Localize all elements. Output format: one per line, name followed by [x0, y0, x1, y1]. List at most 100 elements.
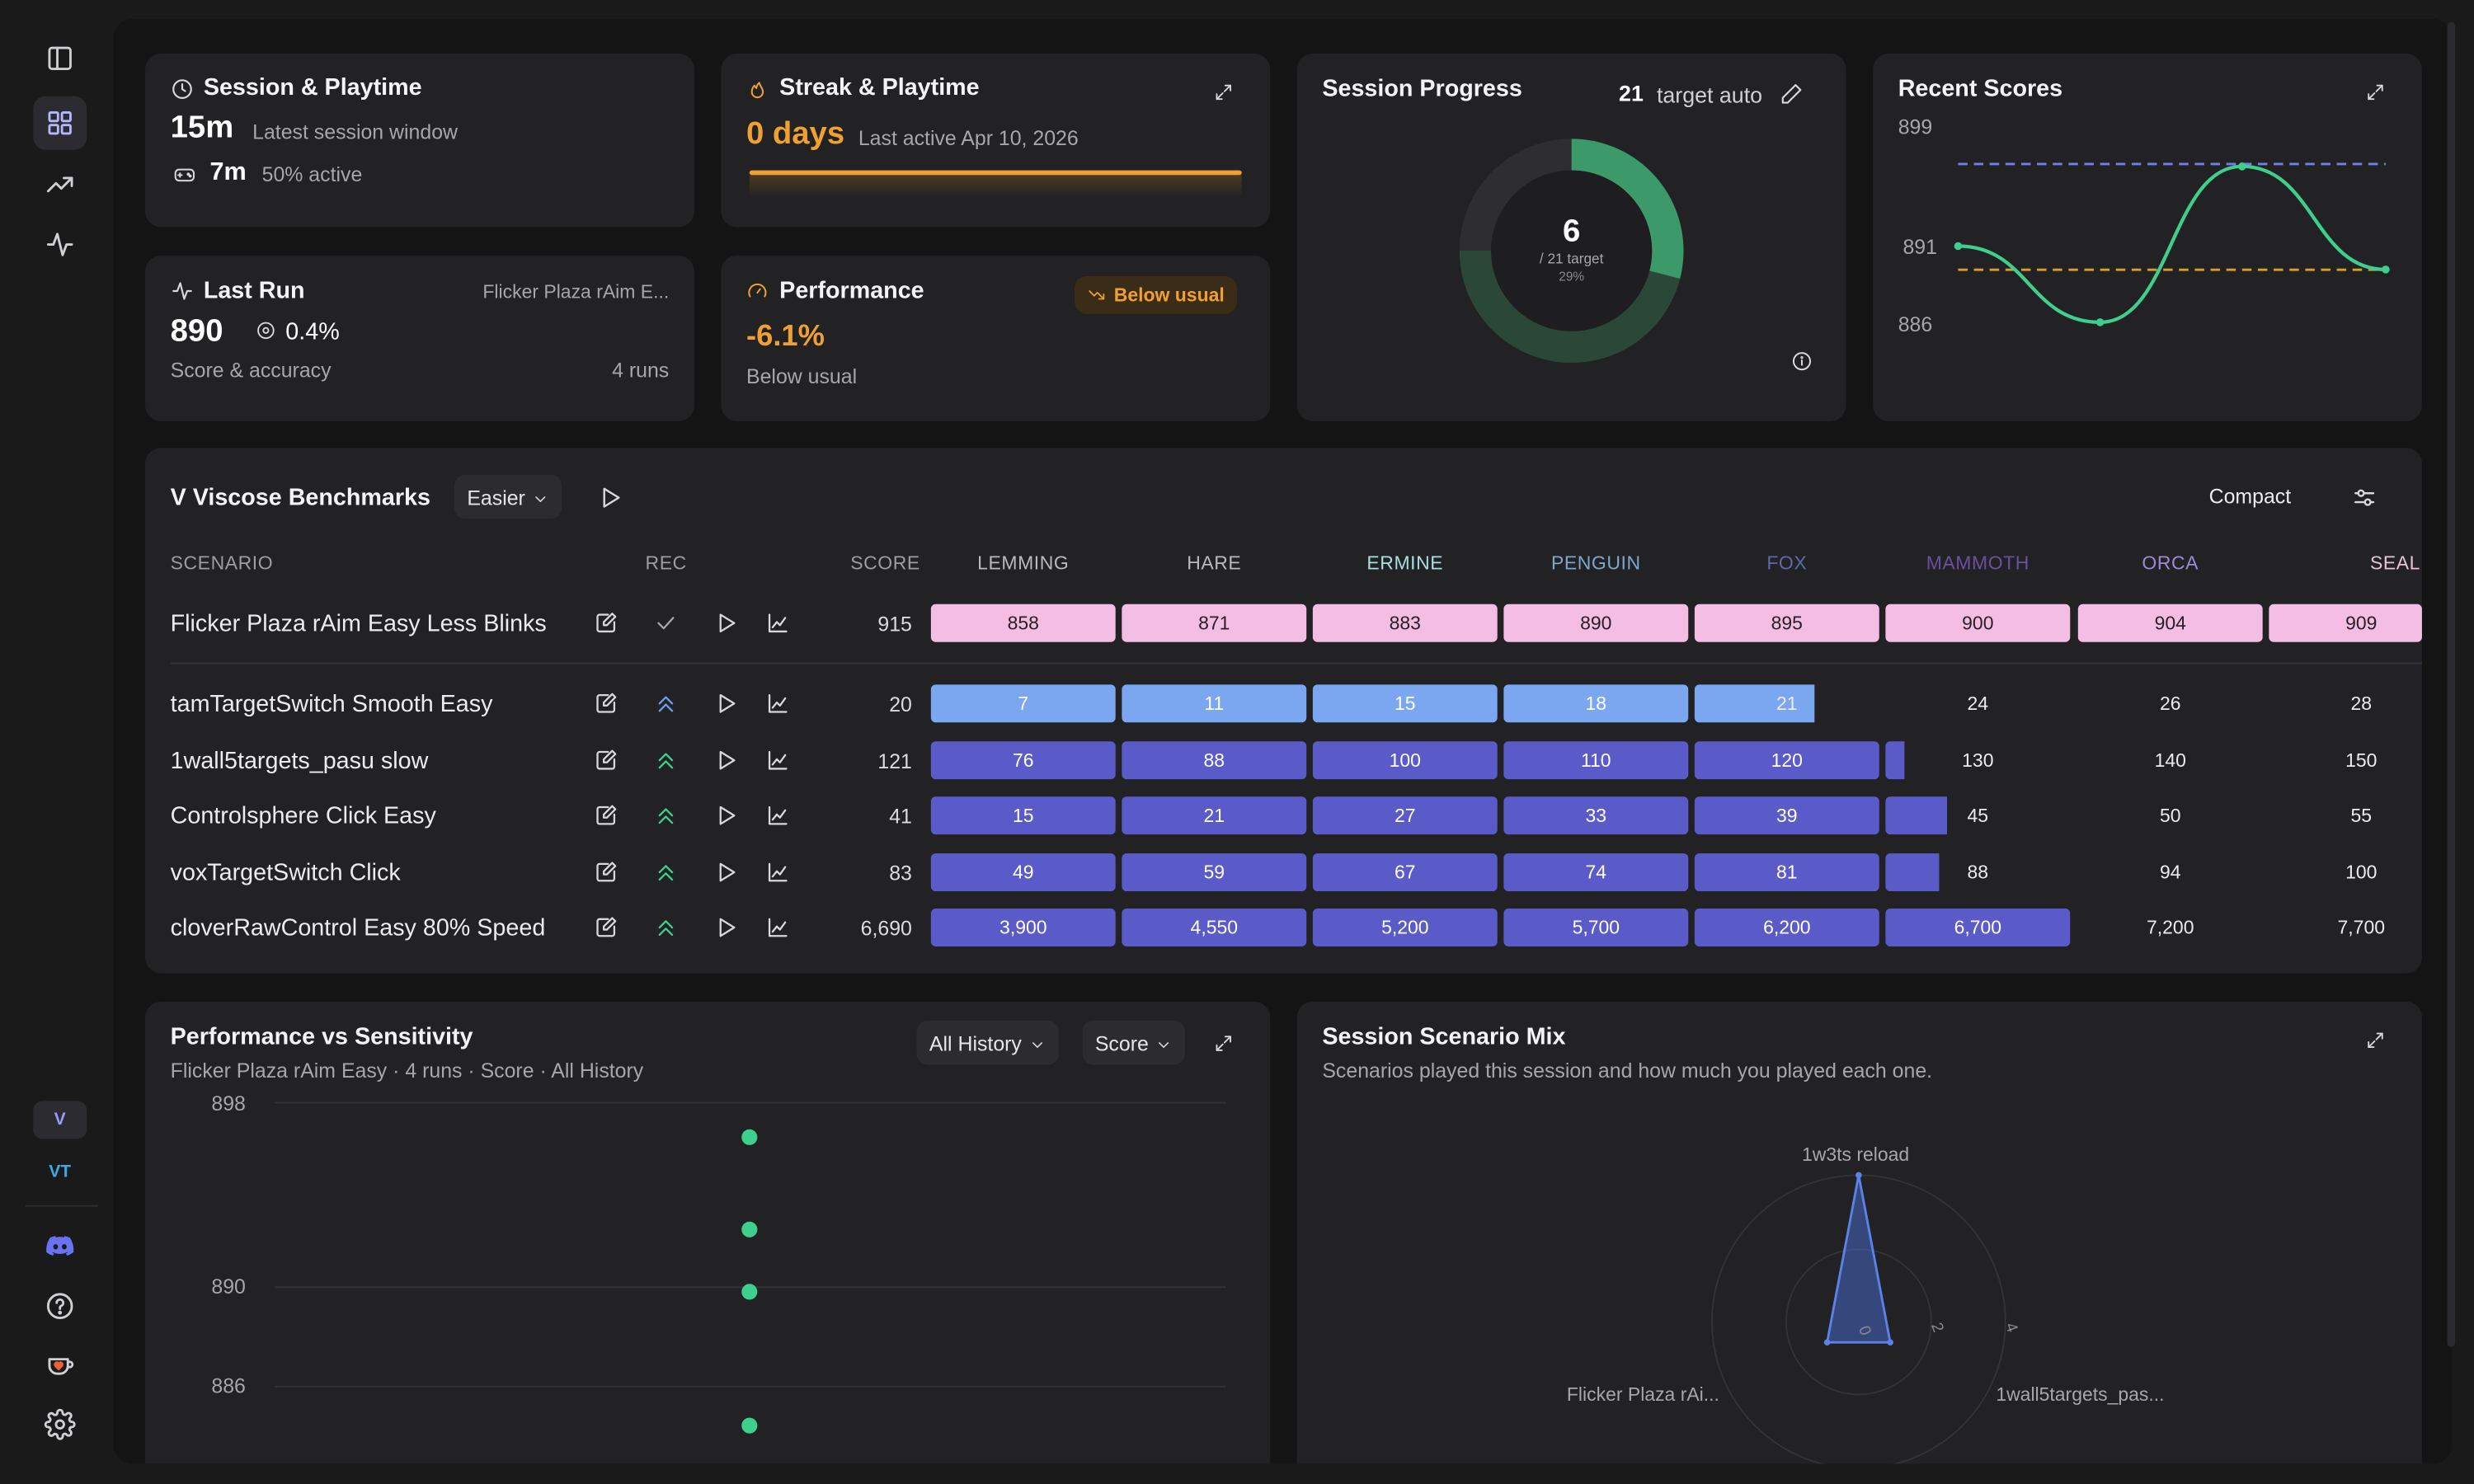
expand-icon[interactable]	[2365, 1030, 2386, 1050]
play-icon[interactable]	[713, 691, 739, 716]
profile-badge-vt[interactable]: VT	[49, 1162, 72, 1182]
edit-note-icon[interactable]	[593, 915, 618, 941]
scenario-name[interactable]: 1wall5targets_pasu slow	[170, 747, 429, 775]
edit-pencil-icon[interactable]	[1780, 82, 1804, 106]
scenario-name[interactable]: Flicker Plaza rAim Easy Less Blinks	[170, 610, 547, 637]
rank-threshold: 110	[1580, 749, 1611, 772]
rank-progress-fill	[1503, 909, 1689, 946]
rank-progress-fill	[930, 741, 1116, 780]
sidebar-toggle-icon[interactable]	[33, 31, 87, 85]
session-title: Session & Playtime	[203, 73, 422, 101]
play-icon[interactable]	[713, 860, 739, 885]
discord-icon[interactable]	[33, 1219, 87, 1273]
rank-progress-fill	[930, 909, 1116, 946]
stats-chart-icon[interactable]	[765, 691, 791, 716]
stats-chart-icon[interactable]	[765, 803, 791, 829]
rank-threshold: 55	[2350, 804, 2373, 827]
badge-label: Below usual	[1113, 284, 1225, 307]
score-point	[1954, 242, 1963, 251]
stats-chart-icon[interactable]	[765, 610, 791, 636]
edit-note-icon[interactable]	[593, 860, 618, 885]
gamepad-icon	[172, 164, 198, 186]
rank-header: ERMINE	[1366, 552, 1444, 575]
help-icon[interactable]	[33, 1280, 87, 1333]
play-all-icon[interactable]	[596, 484, 623, 511]
play-icon[interactable]	[713, 610, 739, 636]
scenario-name[interactable]: Controlsphere Click Easy	[170, 802, 436, 830]
support-heart-icon[interactable]	[33, 1337, 87, 1391]
rank-threshold: 81	[1776, 861, 1798, 884]
gauge-icon	[746, 281, 769, 303]
active-percent: 50% active	[261, 162, 363, 186]
stats-chart-icon[interactable]	[765, 860, 791, 885]
difficulty-dropdown[interactable]: Easier	[454, 474, 562, 519]
data-point	[741, 1284, 758, 1300]
rank-threshold: 100	[2345, 861, 2378, 884]
history-filter-dropdown[interactable]: All History	[916, 1020, 1058, 1065]
active-time: 7m	[209, 159, 247, 186]
last-run-score: 890	[170, 313, 223, 349]
rank-progress-fill	[2269, 603, 2422, 642]
rank-threshold: 150	[2345, 749, 2378, 772]
chevron-down-icon	[1155, 1034, 1172, 1051]
col-rec: REC	[645, 552, 687, 575]
rank-threshold: 904	[2154, 612, 2186, 635]
rank-threshold: 11	[1204, 692, 1225, 715]
dashboard-grid-icon[interactable]	[33, 96, 87, 150]
page-scrollbar[interactable]	[2447, 21, 2456, 1347]
col-score: SCORE	[850, 552, 920, 575]
ring-label: 4	[2001, 1321, 2020, 1336]
rank-progress-fill	[1122, 796, 1307, 835]
stats-chart-icon[interactable]	[765, 748, 791, 773]
rank-threshold: 4,550	[1190, 916, 1239, 939]
perf-sens-card: Performance vs Sensitivity Flicker Plaza…	[145, 1001, 1271, 1464]
scenario-score: 915	[877, 612, 912, 636]
progress-target: / 21 target	[1539, 251, 1604, 267]
score-point	[2382, 265, 2390, 274]
inner-ring	[1785, 1248, 1932, 1396]
scenario-name[interactable]: tamTargetSwitch Smooth Easy	[170, 691, 493, 718]
edit-note-icon[interactable]	[593, 610, 618, 636]
expand-icon[interactable]	[2365, 82, 2386, 102]
rank-progress-fill	[1885, 741, 1904, 780]
last-run-scenario: Flicker Plaza rAim E...	[482, 280, 670, 303]
edit-note-icon[interactable]	[593, 803, 618, 829]
rank-threshold: 140	[2154, 749, 2186, 772]
score-line	[1958, 164, 2386, 324]
mix-subtitle: Scenarios played this session and how mu…	[1322, 1058, 1933, 1082]
profile-badge-v[interactable]: V	[33, 1101, 87, 1139]
settings-gear-icon[interactable]	[33, 1397, 87, 1451]
last-run-card: Last Run Flicker Plaza rAim E... 890 0.4…	[145, 255, 694, 421]
rank-threshold: 28	[2350, 692, 2373, 715]
compact-toggle[interactable]: Compact	[2208, 484, 2292, 509]
expand-icon[interactable]	[1213, 1033, 1234, 1054]
rank-progress-fill	[1122, 853, 1307, 892]
data-point	[741, 1129, 758, 1145]
rank-progress-fill	[1503, 684, 1689, 723]
play-icon[interactable]	[713, 803, 739, 829]
score-point	[2095, 318, 2105, 326]
scenario-name[interactable]: cloverRawControl Easy 80% Speed	[170, 914, 546, 942]
scenario-mix-card: Session Scenario Mix Scenarios played th…	[1296, 1001, 2422, 1464]
rank-progress-fill	[1694, 684, 1815, 723]
scenario-score: 6,690	[860, 916, 912, 941]
activity-icon[interactable]	[33, 218, 87, 271]
mix-polygon	[1825, 1175, 1892, 1344]
filter-sliders-icon[interactable]	[2351, 484, 2378, 511]
info-icon[interactable]	[1791, 350, 1813, 373]
play-icon[interactable]	[713, 915, 739, 941]
play-icon[interactable]	[713, 748, 739, 773]
rank-threshold: 3,900	[999, 916, 1047, 939]
edit-note-icon[interactable]	[593, 691, 618, 716]
expand-icon[interactable]	[1213, 82, 1234, 102]
stats-chart-icon[interactable]	[765, 915, 791, 941]
metric-filter-dropdown[interactable]: Score	[1082, 1020, 1185, 1065]
scenario-name[interactable]: voxTargetSwitch Click	[170, 859, 401, 887]
trending-up-icon[interactable]	[33, 157, 87, 211]
target-icon	[256, 320, 276, 340]
edit-note-icon[interactable]	[593, 748, 618, 773]
recent-tick-low: 886	[1898, 312, 1933, 336]
rank-threshold: 871	[1198, 612, 1230, 635]
rank-header: FOX	[1766, 552, 1808, 575]
double-chevron-up-icon	[653, 915, 679, 941]
